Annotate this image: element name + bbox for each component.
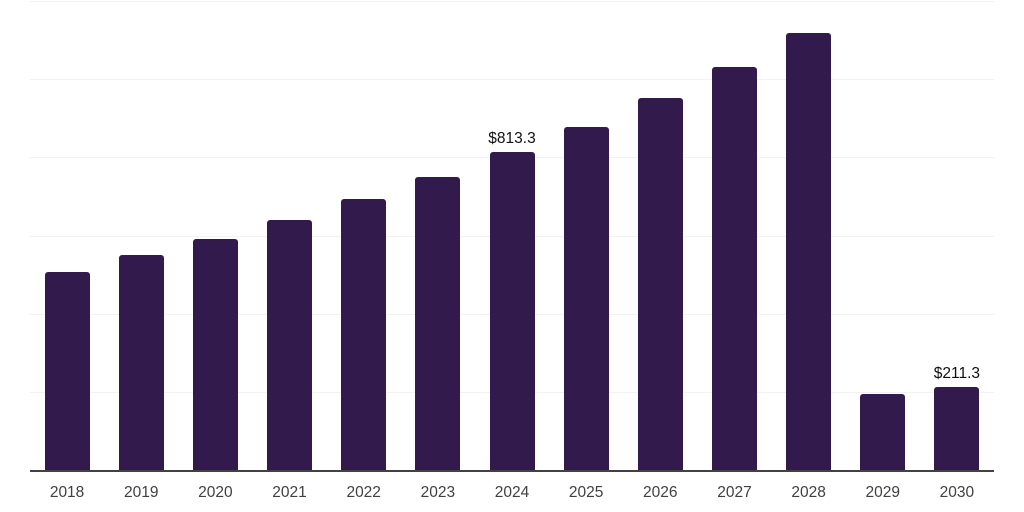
bar-2019 xyxy=(118,254,164,470)
x-tick-2029: 2029 xyxy=(865,484,901,501)
bar-2022 xyxy=(341,198,387,470)
x-tick-2024: 2024 xyxy=(494,484,530,501)
y-gridline-1000 xyxy=(30,79,994,81)
bar-2021 xyxy=(267,219,313,470)
bar-2024 xyxy=(489,152,535,470)
x-axis-line xyxy=(30,470,994,472)
bar-2026 xyxy=(637,98,683,470)
bar-2025 xyxy=(563,127,609,470)
x-tick-2026: 2026 xyxy=(643,484,678,501)
data-label-2030: $211.3 xyxy=(933,365,981,383)
x-tick-2028: 2028 xyxy=(791,484,826,501)
x-tick-2023: 2023 xyxy=(420,484,456,501)
bar-2018 xyxy=(44,271,90,470)
bar-2027 xyxy=(711,67,757,470)
x-tick-2018: 2018 xyxy=(49,484,85,501)
x-tick-2030: 2030 xyxy=(939,484,975,501)
x-tick-2019: 2019 xyxy=(123,484,159,501)
bar-2029 xyxy=(860,394,906,470)
x-tick-2027: 2027 xyxy=(717,484,752,501)
x-tick-2021: 2021 xyxy=(272,484,307,501)
x-tick-2022: 2022 xyxy=(346,484,381,501)
x-tick-2020: 2020 xyxy=(198,484,233,501)
data-label-2024: $813.3 xyxy=(488,130,536,148)
y-gridline-1200 xyxy=(30,1,994,2)
bar-2030 xyxy=(934,387,980,470)
x-tick-2025: 2025 xyxy=(568,484,604,501)
bar-2028 xyxy=(786,33,832,470)
bar-2023 xyxy=(415,176,461,470)
bar-2020 xyxy=(192,238,238,470)
